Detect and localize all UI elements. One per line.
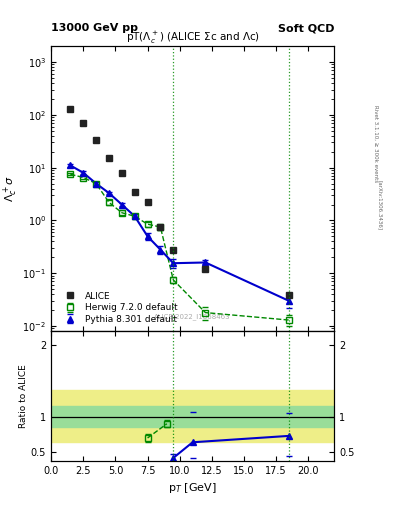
- X-axis label: p$_T$ [GeV]: p$_T$ [GeV]: [168, 481, 217, 495]
- ALICE: [286, 292, 291, 298]
- Line: ALICE: ALICE: [67, 105, 292, 298]
- Text: [arXiv:1306.3436]: [arXiv:1306.3436]: [377, 180, 382, 230]
- Text: Rivet 3.1.10, ≥ 300k events: Rivet 3.1.10, ≥ 300k events: [373, 105, 378, 182]
- ALICE: [158, 224, 163, 230]
- ALICE: [119, 169, 124, 176]
- ALICE: [68, 105, 73, 112]
- ALICE: [203, 266, 208, 272]
- ALICE: [107, 155, 111, 161]
- Y-axis label: $\Lambda_c^+\sigma$: $\Lambda_c^+\sigma$: [1, 175, 20, 202]
- Text: Soft QCD: Soft QCD: [277, 23, 334, 33]
- Bar: [51, 390, 334, 441]
- ALICE: [171, 247, 176, 253]
- Text: 13000 GeV pp: 13000 GeV pp: [51, 23, 138, 33]
- Title: pT($\Lambda_c^+$) (ALICE $\Sigma$c and $\Lambda$c): pT($\Lambda_c^+$) (ALICE $\Sigma$c and $…: [125, 30, 260, 46]
- ALICE: [94, 137, 99, 143]
- ALICE: [132, 188, 137, 195]
- Text: ALICE:2022_I1868463: ALICE:2022_I1868463: [154, 313, 231, 320]
- Bar: [51, 406, 334, 428]
- Legend: ALICE, Herwig 7.2.0 default, Pythia 8.301 default: ALICE, Herwig 7.2.0 default, Pythia 8.30…: [55, 289, 181, 327]
- ALICE: [145, 199, 150, 205]
- ALICE: [81, 120, 86, 126]
- Y-axis label: Ratio to ALICE: Ratio to ALICE: [19, 364, 28, 428]
